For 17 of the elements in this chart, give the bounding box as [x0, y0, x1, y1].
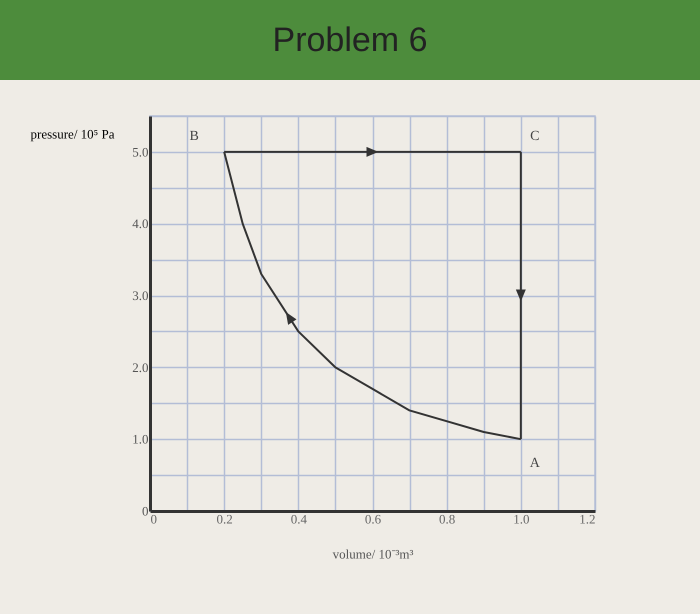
y-tick-label: 1.0 [132, 432, 148, 447]
annotation: A [530, 456, 541, 472]
y-tick-label: 5.0 [132, 144, 148, 160]
y-tick-label: 4.0 [132, 216, 148, 232]
y-tick-label: 2.0 [132, 360, 148, 375]
annotation: B [189, 128, 199, 144]
annotation: C [530, 128, 540, 144]
x-tick-label: 0.2 [216, 512, 233, 526]
y-tick-label: 3.0 [132, 288, 148, 304]
chart-title: Problem 6 [0, 0, 700, 80]
y-axis-title: pressure/ 10⁵ Pa [30, 126, 115, 142]
x-axis-title: volume/ 10⁻³m³ [332, 546, 414, 562]
x-tick-label: 0.8 [439, 512, 456, 526]
x-tick-label: 1.0 [513, 512, 530, 526]
x-tick-label: 0.4 [290, 512, 308, 526]
x-tick-label: 0.6 [364, 512, 382, 526]
x-tick-label: 1.2 [579, 512, 596, 526]
